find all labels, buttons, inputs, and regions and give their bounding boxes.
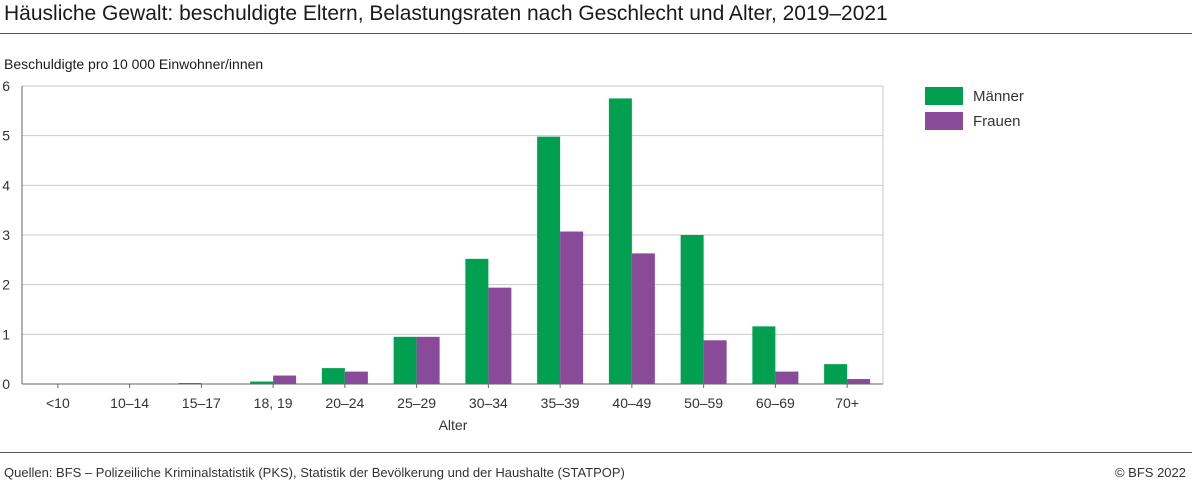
legend-swatch: [925, 112, 963, 130]
y-axis-label: Beschuldigte pro 10 000 Einwohner/innen: [4, 56, 264, 72]
x-axis-label: Alter: [439, 417, 468, 433]
x-tick-label: 35–39: [541, 395, 580, 411]
x-tick-label: 50–59: [684, 395, 723, 411]
bar-chart: 0 1 2 3 4 5 6 <10 10–14 15–17 18, 19 20–24 25–29 30–3…: [2, 78, 1024, 433]
title-rule: [0, 33, 1192, 34]
bar-maenner: [465, 258, 489, 384]
bar-maenner: [752, 326, 776, 384]
x-tick-label: 18, 19: [254, 395, 293, 411]
x-tick-label: 30–34: [469, 395, 508, 411]
footer-rule: [0, 452, 1192, 453]
gridlines: [21, 85, 884, 385]
bar-frauen: [273, 375, 297, 384]
legend-label: Männer: [973, 88, 1024, 105]
bar-frauen: [416, 336, 440, 384]
bar-maenner: [321, 368, 345, 384]
x-tick-label: 25–29: [397, 395, 436, 411]
x-tick-label: 40–49: [612, 395, 651, 411]
legend-swatch: [925, 87, 963, 105]
bar-maenner: [250, 381, 274, 384]
x-tick-label: 20–24: [325, 395, 364, 411]
y-tick-label: 6: [2, 78, 10, 94]
y-tick-label: 1: [2, 326, 10, 342]
x-tick-label: 15–17: [182, 395, 221, 411]
bar-maenner: [824, 364, 848, 384]
legend: Männer Frauen: [925, 87, 1024, 130]
bar-frauen: [488, 287, 512, 384]
bar-frauen: [775, 371, 799, 384]
legend-label: Frauen: [973, 113, 1021, 130]
bar-frauen: [703, 340, 727, 384]
y-tick-label: 3: [2, 227, 10, 243]
bar-frauen: [847, 379, 871, 384]
y-tick-label: 2: [2, 277, 10, 293]
source-note: Quellen: BFS – Polizeiliche Kriminalstat…: [4, 465, 625, 480]
x-tick-label: 10–14: [110, 395, 149, 411]
bars: [178, 98, 871, 385]
y-tick-label: 0: [2, 376, 10, 392]
y-tick-label: 4: [2, 177, 10, 193]
bar-maenner: [680, 235, 704, 384]
bar-maenner: [608, 98, 632, 385]
bar-frauen: [631, 253, 655, 384]
chart-title: Häusliche Gewalt: beschuldigte Eltern, B…: [4, 2, 888, 25]
bar-frauen: [344, 371, 368, 384]
bar-maenner: [393, 336, 417, 384]
copyright: © BFS 2022: [1114, 465, 1186, 480]
bar-maenner: [178, 383, 202, 384]
bar-frauen: [560, 231, 584, 384]
x-tick-label: <10: [46, 395, 70, 411]
x-tick-label: 60–69: [756, 395, 795, 411]
y-tick-label: 5: [2, 128, 10, 144]
x-tick-label: 70+: [835, 395, 859, 411]
bar-maenner: [537, 136, 561, 384]
tick-labels: 0 1 2 3 4 5 6 <10 10–14 15–17 18, 19 20–24 25–29 30–3…: [2, 78, 859, 411]
